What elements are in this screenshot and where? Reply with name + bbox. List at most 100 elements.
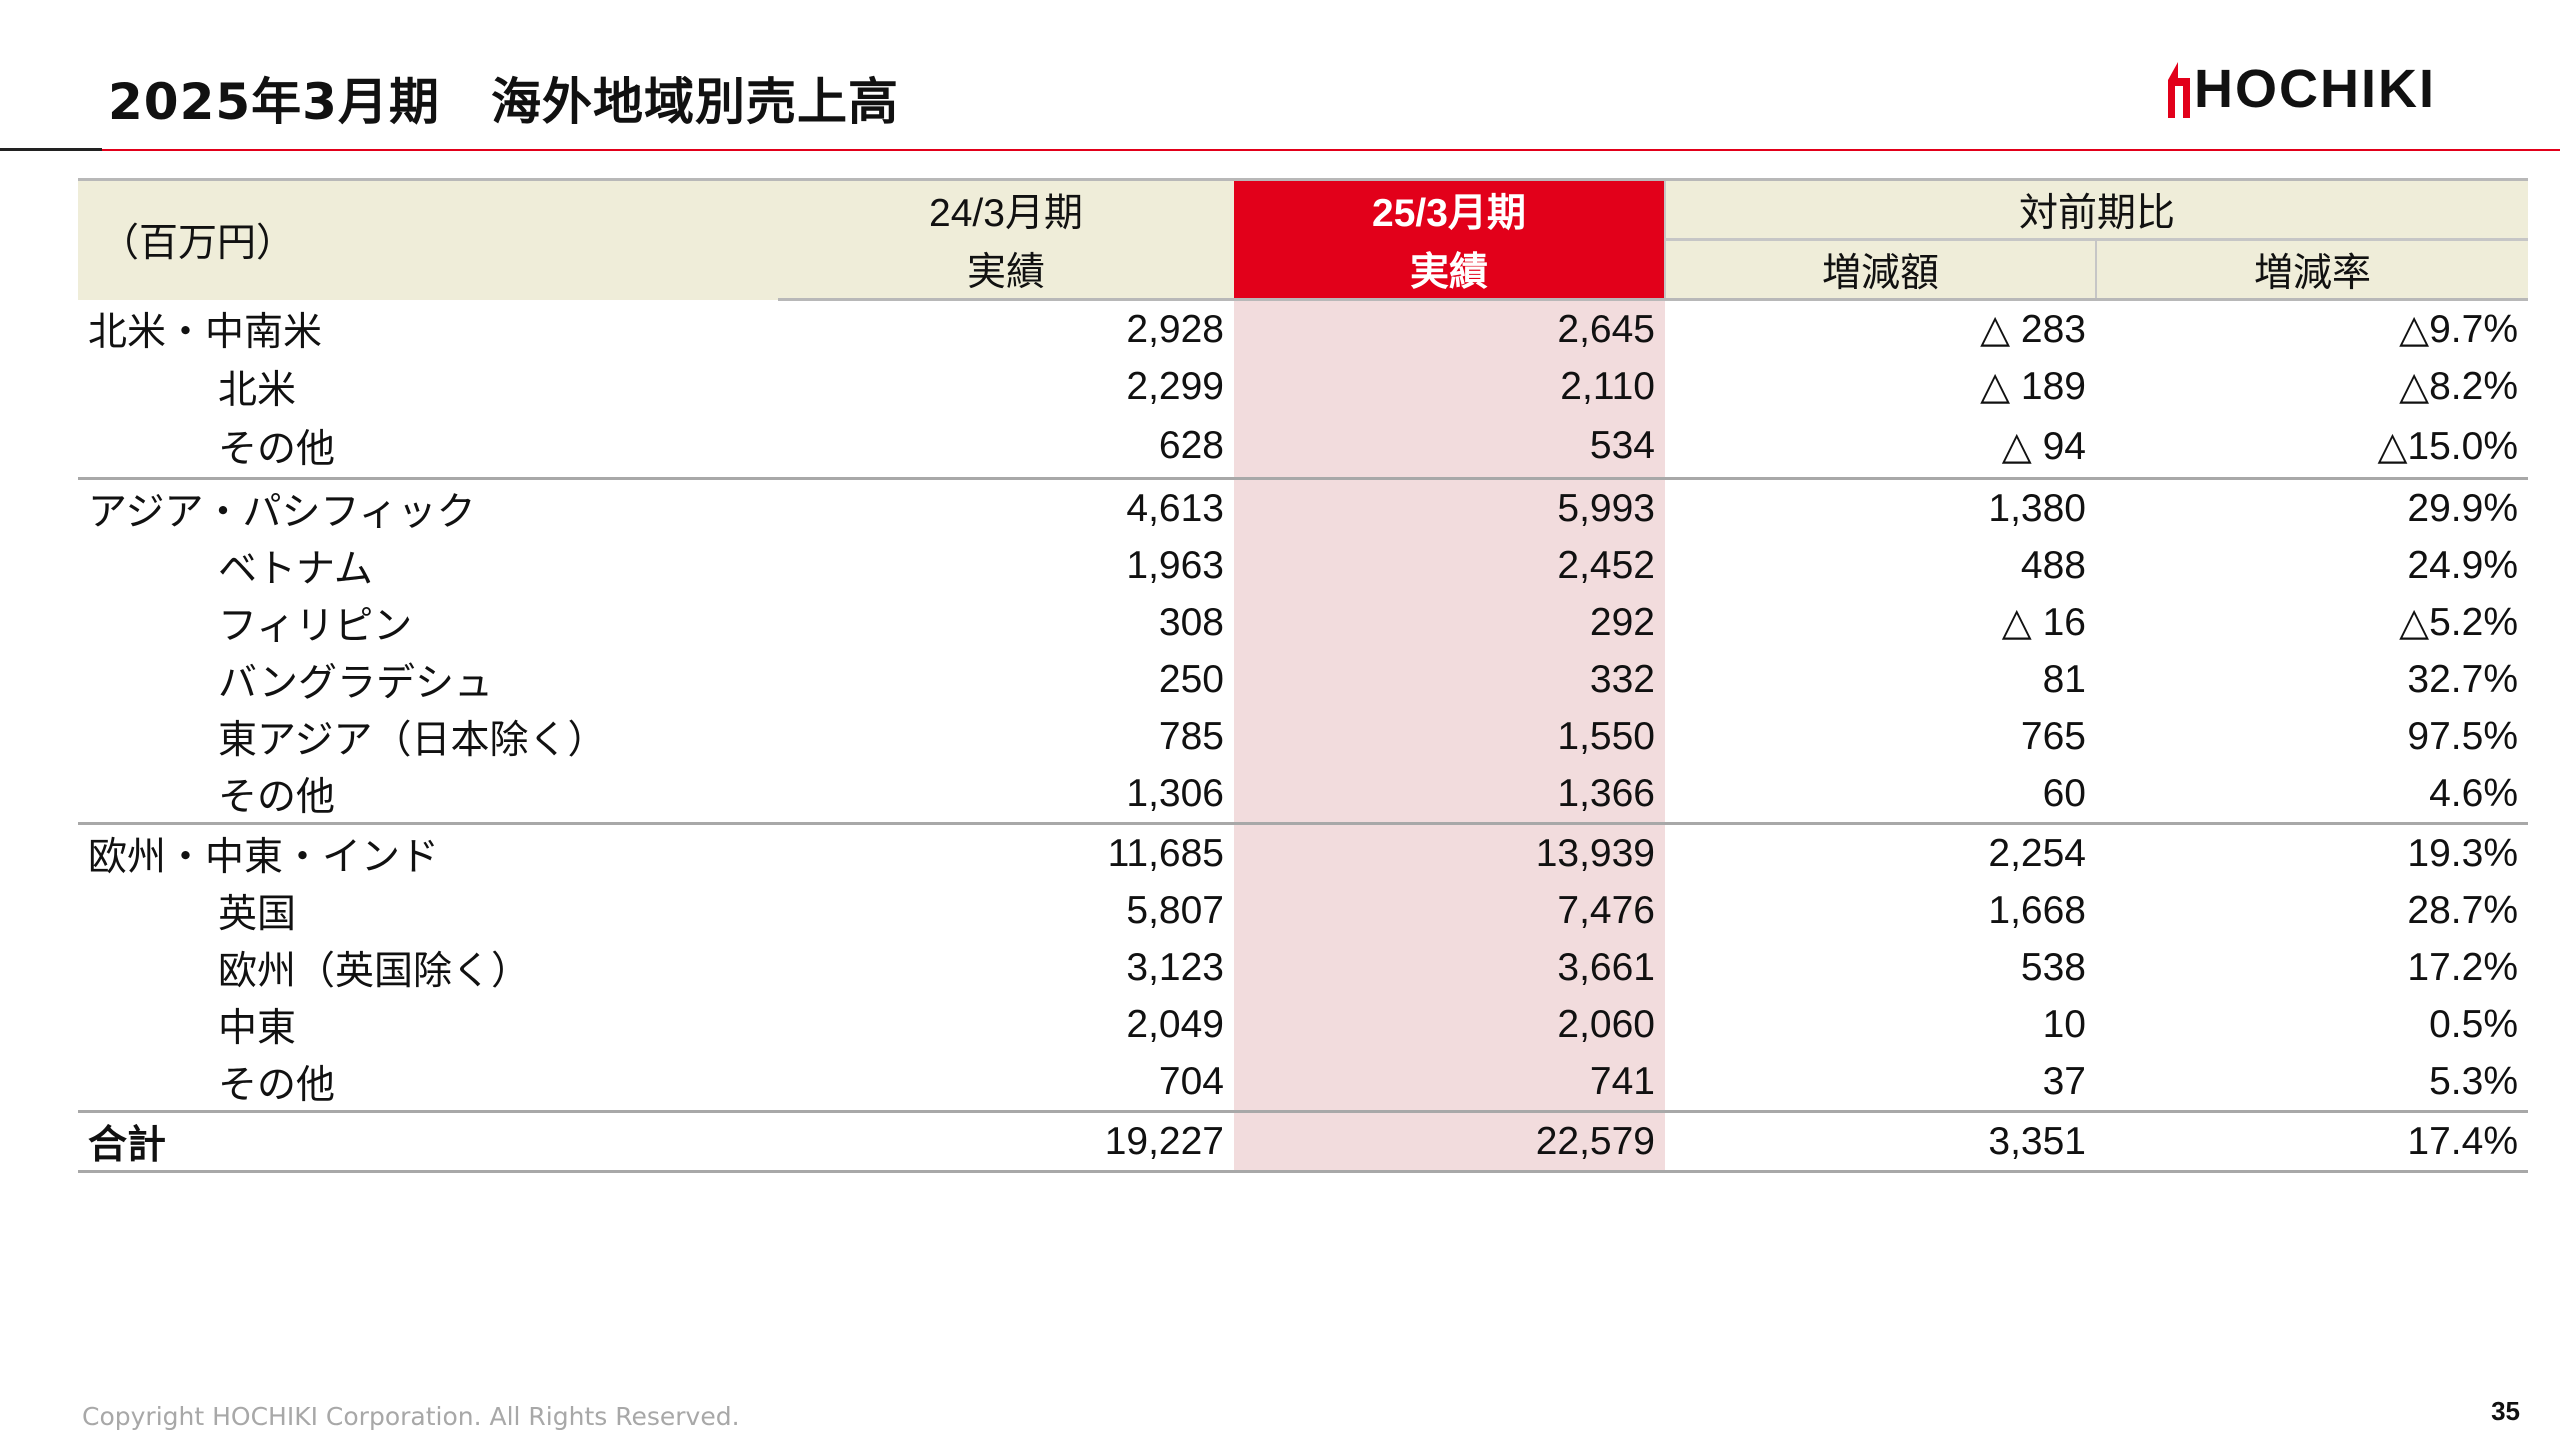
table-row: 東アジア（日本除く） 785 1,550 765 97.5% <box>78 708 2528 765</box>
change-amount-cell: 765 <box>2020 714 2086 758</box>
change-amount-cell: 81 <box>2042 657 2086 701</box>
cur-value-cell: 1,550 <box>1234 708 1665 765</box>
logo-flame-icon <box>2168 62 2190 118</box>
change-rate-cell: △9.7% <box>2399 308 2519 351</box>
change-amount-cell: 3,351 <box>1665 1110 2096 1173</box>
table-row: 中東 2,049 2,060 10 0.5% <box>78 996 2528 1053</box>
change-rate-cell: 97.5% <box>2407 714 2519 758</box>
table-row: 北米・中南米 2,928 2,645 △ 283 △9.7% <box>78 299 2528 358</box>
prev-value-cell: 11,685 <box>778 822 1234 882</box>
region-name-cell: その他 <box>218 428 336 471</box>
change-rate-cell: 28.7% <box>2407 888 2519 932</box>
title-rule-dark <box>0 148 102 151</box>
region-name-cell: アジア・パシフィック <box>78 477 778 537</box>
cur-value-cell: 13,939 <box>1234 822 1665 882</box>
prev-value-cell: 250 <box>1158 657 1224 701</box>
change-rate-cell: 19.3% <box>2096 822 2529 882</box>
prev-value-cell: 1,306 <box>1126 771 1224 815</box>
cur-value-cell: 741 <box>1234 1053 1665 1112</box>
cur-period-header: 25/3月期 <box>1234 178 1665 240</box>
change-rate-cell: 0.5% <box>2429 1002 2519 1046</box>
change-amount-cell: △ 16 <box>2001 601 2086 644</box>
change-rate-cell: △15.0% <box>2377 424 2519 468</box>
prev-value-cell: 3,123 <box>1126 945 1224 989</box>
table-row: 欧州（英国除く） 3,123 3,661 538 17.2% <box>78 939 2528 996</box>
prev-value-cell: 628 <box>1158 424 1224 467</box>
logo-text: HOCHIKI <box>2194 59 2436 119</box>
cur-result-header: 実績 <box>1234 239 1665 301</box>
table-row: アジア・パシフィック 4,613 5,993 1,380 29.9% <box>78 477 2529 537</box>
cur-value-cell: 2,110 <box>1234 358 1665 415</box>
comparison-header: 対前期比 <box>1663 178 2529 240</box>
prev-value-cell: 5,807 <box>1126 888 1224 932</box>
region-name-cell: ベトナム <box>218 547 373 591</box>
prev-value-cell: 704 <box>1158 1059 1224 1103</box>
prev-period-header: 24/3月期 <box>778 178 1234 240</box>
prev-value-cell: 308 <box>1158 600 1224 644</box>
region-name-cell: 東アジア（日本除く） <box>218 718 607 762</box>
cur-value-cell: 2,452 <box>1234 537 1665 594</box>
cur-value-cell: 1,366 <box>1234 765 1665 824</box>
cur-value-cell: 5,993 <box>1234 477 1665 537</box>
change-amount-cell: 37 <box>2042 1059 2086 1103</box>
change-amount-cell: △ 94 <box>2001 424 2086 468</box>
cur-value-cell: 2,645 <box>1234 299 1665 358</box>
region-name-cell: 英国 <box>218 892 297 936</box>
change-amount-cell: 538 <box>2020 945 2086 989</box>
change-rate-cell: △5.2% <box>2399 601 2519 644</box>
change-amount-cell: 1,380 <box>1665 477 2096 537</box>
table-row: その他 1,306 1,366 60 4.6% <box>78 765 2528 824</box>
table-row: 欧州・中東・インド 11,685 13,939 2,254 19.3% <box>78 822 2529 882</box>
region-name-cell: フィリピン <box>218 604 413 648</box>
table-row: バングラデシュ 250 332 81 32.7% <box>78 651 2528 708</box>
change-rate-cell: 29.9% <box>2096 477 2529 537</box>
cur-value-cell: 534 <box>1234 415 1665 479</box>
change-rate-cell: 17.4% <box>2096 1110 2529 1173</box>
change-amount-cell: 1,668 <box>1988 888 2086 932</box>
change-amount-cell: 60 <box>2042 771 2086 815</box>
table-row: ベトナム 1,963 2,452 488 24.9% <box>78 537 2528 594</box>
prev-result-header: 実績 <box>778 239 1234 301</box>
change-amount-cell: △ 189 <box>1980 365 2086 408</box>
prev-value-cell: 2,299 <box>1126 364 1224 408</box>
region-name-cell: 中東 <box>218 1006 297 1050</box>
change-rate-cell: 24.9% <box>2407 543 2519 587</box>
region-name-cell: 合計 <box>78 1110 778 1173</box>
page-number: 35 <box>2491 1396 2520 1426</box>
region-name-cell: バングラデシュ <box>218 661 493 705</box>
table-row: 北米 2,299 2,110 △ 189 △8.2% <box>78 358 2528 415</box>
cur-value-cell: 7,476 <box>1234 882 1665 939</box>
region-name-cell: 欧州・中東・インド <box>78 822 778 882</box>
change-amount-cell: 2,254 <box>1665 822 2096 882</box>
cur-value-cell: 2,060 <box>1234 996 1665 1053</box>
region-name-cell: その他 <box>218 775 336 819</box>
region-name-cell: 欧州（英国除く） <box>218 949 531 993</box>
change-rate-cell: 32.7% <box>2407 657 2519 701</box>
change-rate-cell: 4.6% <box>2429 771 2519 815</box>
change-amount-cell: 488 <box>2020 543 2086 587</box>
page-title: 2025年3月期 海外地域別売上高 <box>108 73 899 131</box>
table-row: 英国 5,807 7,476 1,668 28.7% <box>78 882 2528 939</box>
region-name-cell: その他 <box>218 1063 336 1107</box>
cur-value-cell: 22,579 <box>1234 1110 1665 1173</box>
cur-value-cell: 292 <box>1234 594 1665 651</box>
copyright-notice: Copyright HOCHIKI Corporation. All Right… <box>82 1402 740 1431</box>
prev-value-cell: 19,227 <box>778 1110 1234 1173</box>
prev-value-cell: 2,049 <box>1126 1002 1224 1046</box>
change-rate-cell: 5.3% <box>2429 1059 2519 1103</box>
table-row: 合計 19,227 22,579 3,351 17.4% <box>78 1110 2529 1173</box>
hochiki-logo: HOCHIKI <box>2166 58 2512 120</box>
prev-value-cell: 1,963 <box>1126 543 1224 587</box>
unit-label: （百万円） <box>78 178 778 300</box>
prev-value-cell: 2,928 <box>1126 307 1224 351</box>
change-rate-cell: △8.2% <box>2399 365 2519 408</box>
change-rate-header: 増減率 <box>2094 238 2529 301</box>
change-amount-cell: 10 <box>2042 1002 2086 1046</box>
title-rule-red <box>102 149 2560 151</box>
table-row: その他 628 534 △ 94 △15.0% <box>78 415 2528 479</box>
change-rate-cell: 17.2% <box>2407 945 2519 989</box>
table-row: フィリピン 308 292 △ 16 △5.2% <box>78 594 2528 651</box>
change-amount-header: 増減額 <box>1664 238 2096 301</box>
prev-value-cell: 785 <box>1158 714 1224 758</box>
change-amount-cell: △ 283 <box>1980 308 2086 351</box>
